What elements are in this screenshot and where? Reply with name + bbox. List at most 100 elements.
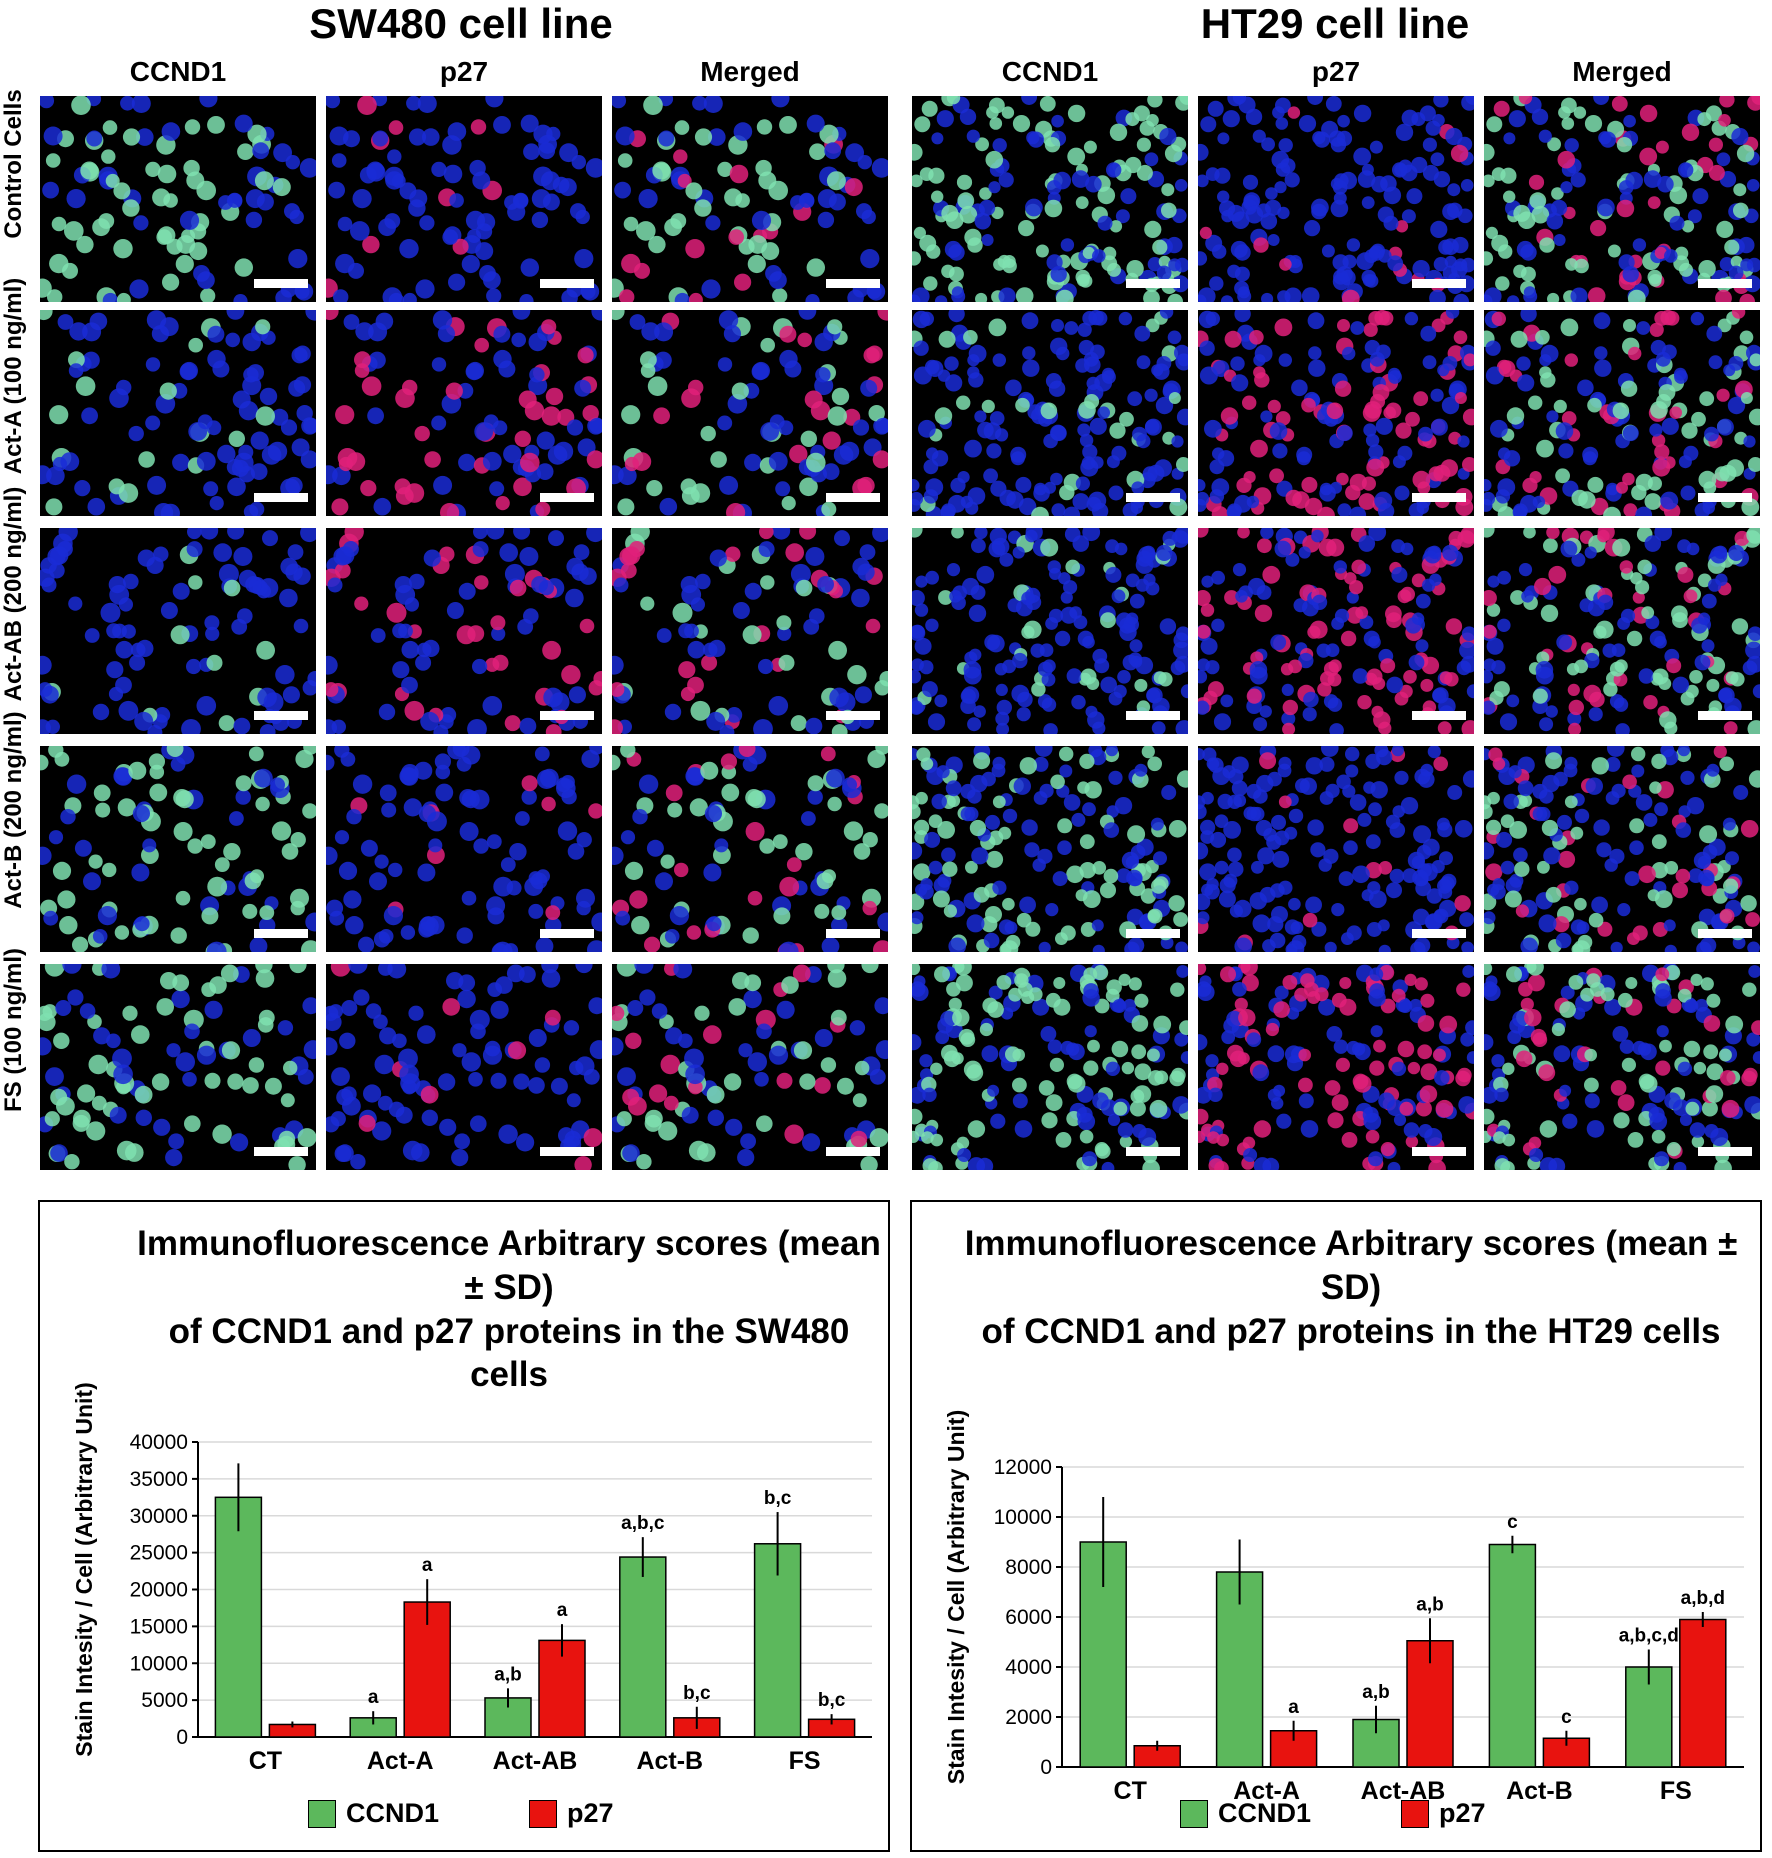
cell-nucleus bbox=[1331, 992, 1347, 1008]
cell-nucleus bbox=[921, 1131, 934, 1144]
cell-nucleus bbox=[1539, 237, 1555, 253]
cell-nucleus bbox=[1336, 472, 1349, 486]
cell-nucleus bbox=[1664, 944, 1677, 952]
cell-nucleus bbox=[1612, 1026, 1629, 1042]
cell-nucleus bbox=[747, 1052, 767, 1072]
cell-nucleus bbox=[845, 143, 864, 163]
cell-nucleus bbox=[71, 96, 91, 115]
cell-nucleus bbox=[1655, 967, 1670, 982]
cell-nucleus bbox=[877, 310, 888, 321]
cell-nucleus bbox=[1045, 992, 1061, 1008]
cell-nucleus bbox=[1337, 319, 1350, 332]
y-tick-label: 20000 bbox=[130, 1579, 188, 1602]
cell-nucleus bbox=[327, 577, 343, 593]
cell-nucleus bbox=[1296, 451, 1311, 466]
cell-nucleus bbox=[806, 258, 825, 277]
cell-nucleus bbox=[981, 916, 998, 933]
cell-nucleus bbox=[807, 789, 823, 805]
cell-nucleus bbox=[1207, 1131, 1220, 1144]
cell-nucleus bbox=[1624, 871, 1640, 887]
cell-nucleus bbox=[250, 463, 268, 480]
cell-nucleus bbox=[933, 877, 950, 894]
cell-nucleus bbox=[976, 565, 995, 584]
cell-nucleus bbox=[1198, 251, 1208, 266]
cell-nucleus bbox=[934, 295, 948, 302]
cell-nucleus bbox=[663, 1095, 679, 1111]
cell-nucleus bbox=[163, 193, 178, 208]
cell-nucleus bbox=[303, 1040, 316, 1060]
cell-nucleus bbox=[827, 319, 843, 335]
cell-nucleus bbox=[912, 658, 924, 672]
cell-nucleus bbox=[1275, 411, 1291, 426]
cell-nucleus bbox=[998, 172, 1014, 188]
cell-nucleus bbox=[1593, 625, 1607, 639]
cell-nucleus bbox=[1057, 818, 1073, 834]
cell-nucleus bbox=[1211, 570, 1225, 585]
cell-nucleus bbox=[227, 477, 246, 497]
cell-nucleus bbox=[338, 456, 353, 472]
cell-nucleus bbox=[914, 819, 930, 835]
cell-nucleus bbox=[1066, 1073, 1083, 1090]
cell-nucleus bbox=[1262, 565, 1281, 584]
cell-nucleus bbox=[1510, 590, 1525, 605]
cell-nucleus bbox=[255, 964, 273, 974]
cell-nucleus bbox=[759, 528, 774, 540]
cell-nucleus bbox=[1220, 966, 1236, 983]
cell-nucleus bbox=[1555, 932, 1572, 949]
cell-nucleus bbox=[342, 1096, 361, 1116]
scale-bar bbox=[1126, 493, 1180, 502]
cell-nucleus bbox=[358, 936, 375, 952]
cell-nucleus bbox=[1108, 770, 1123, 785]
cell-nucleus bbox=[1747, 720, 1760, 734]
cell-nucleus bbox=[616, 1111, 632, 1127]
cell-nucleus bbox=[586, 450, 602, 469]
cell-nucleus bbox=[516, 1133, 535, 1152]
cell-nucleus bbox=[1267, 916, 1284, 933]
cell-nucleus bbox=[1619, 560, 1633, 574]
cell-nucleus bbox=[40, 682, 53, 697]
cell-nucleus bbox=[1747, 941, 1760, 952]
cell-nucleus bbox=[437, 1073, 456, 1091]
cell-nucleus bbox=[1490, 419, 1508, 438]
cell-nucleus bbox=[1413, 391, 1429, 407]
cell-nucleus bbox=[48, 830, 64, 845]
cell-nucleus bbox=[912, 804, 921, 820]
cell-nucleus bbox=[1159, 618, 1177, 635]
cell-nucleus bbox=[819, 124, 839, 144]
cell-nucleus bbox=[926, 447, 939, 460]
cell-nucleus bbox=[1198, 479, 1206, 492]
cell-nucleus bbox=[859, 544, 876, 560]
cell-nucleus bbox=[781, 976, 799, 994]
cell-nucleus bbox=[1439, 851, 1453, 866]
cell-nucleus bbox=[1733, 785, 1749, 800]
cell-nucleus bbox=[1672, 612, 1688, 629]
cell-nucleus bbox=[778, 654, 795, 671]
cell-nucleus bbox=[1370, 394, 1386, 409]
cell-nucleus bbox=[1403, 670, 1417, 684]
cell-nucleus bbox=[1430, 388, 1444, 402]
cell-nucleus bbox=[402, 292, 417, 302]
cell-nucleus bbox=[40, 96, 55, 109]
cell-nucleus bbox=[684, 1048, 704, 1069]
cell-nucleus bbox=[166, 746, 184, 757]
cell-nucleus bbox=[756, 1023, 772, 1040]
cell-nucleus bbox=[387, 149, 402, 164]
cell-nucleus bbox=[458, 582, 476, 600]
cell-nucleus bbox=[1462, 965, 1474, 978]
cell-nucleus bbox=[1564, 756, 1578, 770]
scale-bar bbox=[1698, 711, 1752, 720]
cell-nucleus bbox=[688, 292, 703, 302]
cell-nucleus bbox=[1127, 825, 1146, 844]
scale-bar bbox=[1412, 279, 1466, 288]
cell-nucleus bbox=[1514, 861, 1530, 877]
cell-nucleus bbox=[1217, 190, 1230, 203]
cell-nucleus bbox=[184, 1115, 201, 1132]
cell-nucleus bbox=[944, 356, 959, 371]
cell-nucleus bbox=[921, 100, 938, 117]
cell-nucleus bbox=[399, 239, 419, 259]
cell-nucleus bbox=[1151, 364, 1164, 377]
cell-nucleus bbox=[860, 1156, 878, 1170]
cell-nucleus bbox=[1632, 1040, 1647, 1055]
cell-nucleus bbox=[1432, 1048, 1446, 1062]
